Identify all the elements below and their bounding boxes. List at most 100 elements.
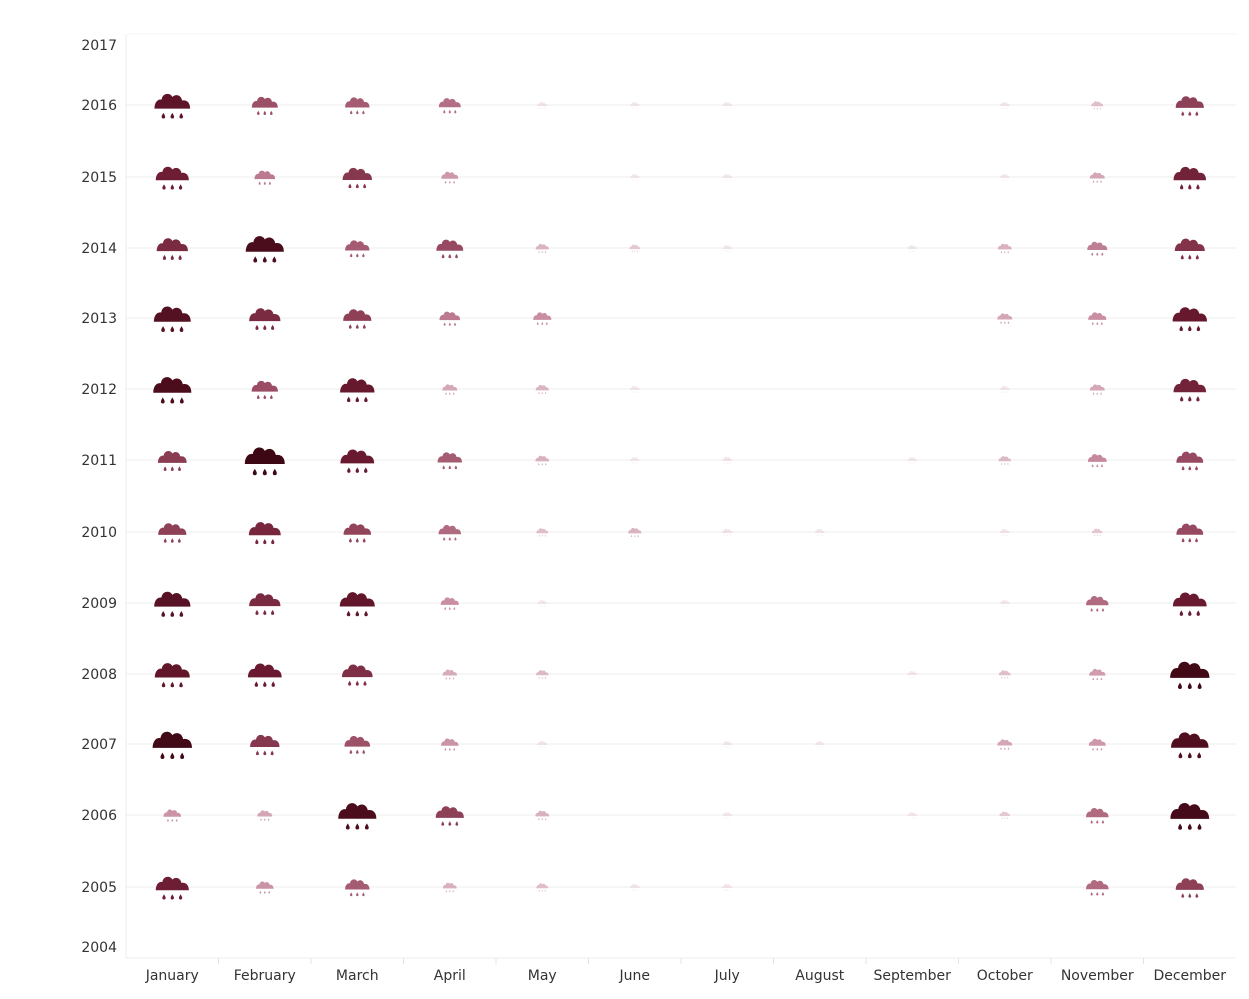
rain-cloud-icon <box>439 311 461 326</box>
rain-cloud-icon <box>244 447 285 476</box>
cloud-shape <box>533 312 552 320</box>
rain-cloud-icon <box>438 98 461 114</box>
rain-cloud-icon <box>1172 307 1207 332</box>
cloud-shape <box>629 244 641 250</box>
rain-cloud-icon <box>1086 595 1109 612</box>
rain-cloud-icon <box>629 883 640 891</box>
rain-cloud-icon <box>814 528 825 536</box>
cloud-shape <box>1087 241 1108 251</box>
rain-drop <box>1187 682 1192 689</box>
rain-cloud-icon <box>154 591 191 617</box>
rain-drop <box>631 179 633 181</box>
rain-drop <box>1001 605 1003 607</box>
rain-cloud-icon <box>907 670 918 678</box>
rain-drop <box>1093 107 1095 110</box>
rain-drop <box>441 821 445 826</box>
rain-drop <box>355 680 359 686</box>
rain-cloud-icon <box>722 102 733 109</box>
rain-drop <box>255 750 259 756</box>
rain-cloud-icon <box>1170 802 1210 830</box>
rain-cloud-icon <box>907 812 918 819</box>
rain-cloud-icon <box>997 313 1013 324</box>
rain-drop <box>162 254 167 260</box>
rain-cloud-icon <box>245 236 284 263</box>
cloud-shape <box>907 457 918 461</box>
rain-drop <box>631 107 633 109</box>
rain-drop <box>1091 321 1094 325</box>
rain-drop <box>362 324 366 329</box>
rain-drop <box>636 391 638 393</box>
rain-drop <box>1007 321 1010 324</box>
rain-drop <box>1197 752 1202 759</box>
rain-drop <box>1001 179 1003 181</box>
x-tick-label: February <box>234 968 296 984</box>
y-tick-label: 2008 <box>81 667 117 683</box>
rain-drop <box>268 181 271 185</box>
rain-drop <box>271 324 275 330</box>
rain-cloud-icon <box>345 97 370 115</box>
cloud-shape <box>249 593 281 607</box>
rain-drop <box>362 538 366 543</box>
rain-drop <box>170 397 175 404</box>
rain-drop <box>348 183 352 189</box>
rain-drop <box>541 321 544 325</box>
rain-drop <box>1006 817 1009 820</box>
rain-drop <box>1196 610 1200 616</box>
rain-cloud-icon <box>344 736 371 754</box>
x-tick-label: September <box>874 968 952 984</box>
rain-drop <box>272 468 277 476</box>
cloud-shape <box>998 670 1011 676</box>
rain-drop <box>355 324 359 329</box>
rain-drop <box>821 746 823 748</box>
rain-drop <box>1096 747 1099 751</box>
rain-cloud-icon <box>815 741 825 748</box>
x-tick-label: August <box>795 968 845 984</box>
rain-drop <box>355 467 359 473</box>
rain-cloud-icon <box>997 243 1012 254</box>
rain-drop <box>258 181 261 185</box>
rain-drop <box>455 821 459 826</box>
rain-drop <box>544 676 547 679</box>
rain-drop <box>1096 180 1099 183</box>
rain-cloud-icon <box>536 528 549 537</box>
rain-drop <box>1188 184 1192 190</box>
cloud-shape <box>535 384 549 391</box>
rain-cloud-icon <box>153 377 192 404</box>
rain-drop <box>442 465 445 470</box>
rain-drop <box>348 324 352 329</box>
rain-drop <box>1187 752 1192 759</box>
rain-drop <box>1195 254 1199 260</box>
rain-drop <box>544 605 546 607</box>
y-tick-label: 2012 <box>81 382 117 398</box>
rain-drop <box>267 818 270 821</box>
cloud-shape <box>345 879 370 890</box>
rain-cloud-icon <box>1176 523 1204 543</box>
cloud-shape <box>722 174 733 178</box>
rain-cloud-icon <box>907 457 918 464</box>
rain-drop <box>726 462 728 464</box>
rain-drop <box>362 253 365 258</box>
rain-drop <box>726 746 728 748</box>
rain-drop <box>443 536 446 541</box>
rain-drop <box>1004 676 1006 679</box>
rain-drop <box>909 676 911 678</box>
rain-cloud-icon <box>537 600 548 607</box>
rain-drop <box>269 110 273 115</box>
rain-drop <box>179 397 184 404</box>
rain-cloud-icon <box>535 384 549 395</box>
rain-drop <box>170 254 174 260</box>
rain-drop <box>161 681 166 688</box>
x-tick-label: October <box>977 968 1033 984</box>
rain-cloud-icon <box>1176 451 1204 471</box>
rain-drop <box>909 462 911 464</box>
rain-cloud-icon <box>154 93 191 119</box>
rain-drop <box>364 610 368 617</box>
rain-drop <box>262 468 267 476</box>
cloud-shape <box>1176 451 1204 463</box>
y-tick-label: 2010 <box>81 525 117 541</box>
rain-drop <box>724 746 726 748</box>
rain-drop <box>539 746 541 748</box>
rain-drop <box>179 681 183 688</box>
rain-drop <box>349 253 353 258</box>
rain-drop <box>257 110 260 115</box>
